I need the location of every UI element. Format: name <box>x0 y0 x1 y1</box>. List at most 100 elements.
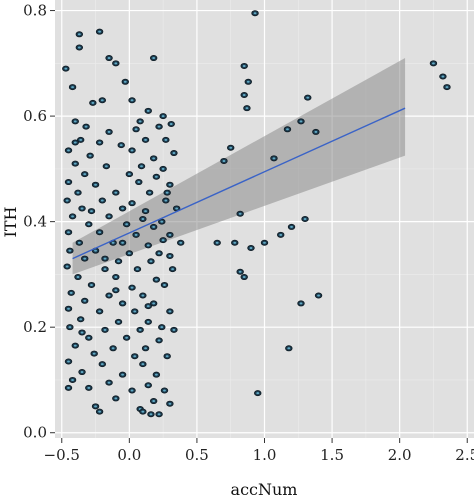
x-axis-ticks: −0.5 0.0 0.5 1.0 1.5 2.0 2.5 <box>44 438 474 464</box>
data-point-highlight <box>103 268 107 271</box>
data-point-highlight <box>245 107 249 110</box>
data-point-highlight <box>80 331 84 334</box>
data-point-highlight <box>65 265 69 268</box>
data-point-highlight <box>67 181 70 184</box>
data-point-highlight <box>141 363 145 366</box>
data-point-highlight <box>77 46 81 49</box>
data-point-highlight <box>154 373 158 376</box>
data-point-highlight <box>107 57 111 60</box>
data-point-highlight <box>73 162 77 165</box>
data-point-highlight <box>263 241 266 244</box>
data-point-highlight <box>121 241 124 244</box>
data-point-highlight <box>121 302 124 305</box>
data-point-highlight <box>279 233 283 236</box>
data-point-highlight <box>146 109 150 112</box>
data-point-highlight <box>87 386 91 389</box>
data-point-highlight <box>121 373 124 376</box>
data-point-highlight <box>134 233 138 236</box>
data-point-highlight <box>157 125 161 128</box>
data-point-highlight <box>149 413 153 416</box>
data-point-highlight <box>303 218 307 220</box>
data-point-highlight <box>130 389 134 392</box>
data-point-highlight <box>80 207 84 210</box>
data-point-highlight <box>144 347 147 350</box>
data-point-highlight <box>77 33 81 36</box>
data-point-highlight <box>114 397 118 400</box>
data-point-highlight <box>114 191 118 194</box>
data-point-highlight <box>111 347 115 350</box>
data-point-highlight <box>152 302 156 305</box>
data-point-highlight <box>141 218 145 220</box>
data-point-highlight <box>87 223 91 226</box>
y-tick-label: 0.4 <box>23 213 47 231</box>
y-tick-label: 0.2 <box>23 318 47 336</box>
data-point-highlight <box>119 144 123 147</box>
data-point-highlight <box>160 220 164 223</box>
data-point-highlight <box>287 347 291 350</box>
data-point-highlight <box>107 215 111 218</box>
regression-fit-line <box>72 107 406 260</box>
data-point-highlight <box>130 202 134 205</box>
data-point-highlight <box>238 270 242 273</box>
data-point-highlight <box>103 257 107 260</box>
data-point-highlight <box>222 159 226 162</box>
data-point-highlight <box>127 252 131 255</box>
data-point-highlight <box>114 62 118 65</box>
data-point-highlight <box>114 289 118 292</box>
regression-line <box>72 107 406 260</box>
data-point-highlight <box>152 225 156 228</box>
data-point-highlight <box>100 99 104 102</box>
data-point-highlight <box>103 328 107 331</box>
data-point-highlight <box>123 80 127 83</box>
data-point-highlight <box>133 310 137 313</box>
x-tick-label: 0.5 <box>185 446 209 464</box>
data-point-highlight <box>65 199 69 202</box>
data-point-highlight <box>164 138 168 141</box>
data-point-highlight <box>117 260 120 263</box>
data-point-highlight <box>104 165 108 168</box>
data-point-highlight <box>215 241 219 244</box>
data-point-highlight <box>246 80 250 83</box>
data-point-highlight <box>130 286 134 289</box>
data-point-highlight <box>68 326 72 329</box>
data-point-highlight <box>161 167 165 170</box>
data-point-highlight <box>127 173 131 176</box>
data-point-highlight <box>111 241 115 244</box>
data-point-highlight <box>121 207 124 210</box>
data-point-highlight <box>76 191 80 194</box>
y-axis-ticks: 0.0 0.2 0.4 0.6 0.8 <box>23 2 55 442</box>
x-tick-label: −0.5 <box>44 446 80 464</box>
data-point-highlight <box>171 268 174 271</box>
data-point-highlight <box>125 223 129 226</box>
data-point-highlight <box>154 278 158 281</box>
data-point-highlight <box>98 310 102 313</box>
data-point-highlight <box>83 299 87 302</box>
data-point-highlight <box>98 231 102 234</box>
data-point-highlight <box>73 141 77 144</box>
data-point-highlight <box>144 138 147 141</box>
y-axis-title: ITH <box>1 206 20 237</box>
data-point-highlight <box>175 207 179 210</box>
data-point-highlight <box>138 328 142 331</box>
data-point-highlight <box>306 96 310 99</box>
data-point-highlight <box>161 239 165 242</box>
data-point-highlight <box>79 318 83 321</box>
data-point-highlight <box>136 268 139 271</box>
data-point-highlight <box>272 157 276 160</box>
data-point-highlight <box>317 294 320 297</box>
data-point-highlight <box>146 305 150 308</box>
data-point-highlight <box>160 326 164 329</box>
data-point-highlight <box>87 336 91 339</box>
data-point-highlight <box>157 339 161 342</box>
data-point-highlight <box>107 294 111 297</box>
data-point-highlight <box>249 247 253 250</box>
data-point-highlight <box>152 57 156 60</box>
data-point-highlight <box>107 381 111 384</box>
data-point-highlight <box>83 173 87 176</box>
data-point-highlight <box>141 294 145 297</box>
data-point-highlight <box>168 310 172 313</box>
data-point-highlight <box>76 276 80 279</box>
data-point-highlight <box>67 231 70 234</box>
data-point-highlight <box>71 378 74 381</box>
data-point-highlight <box>148 191 152 194</box>
